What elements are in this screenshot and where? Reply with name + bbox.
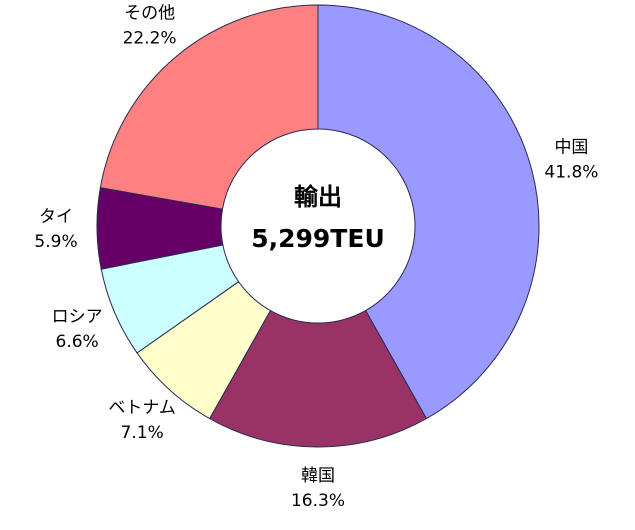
slice-name: 中国 — [554, 138, 588, 158]
center-label: 輸出 — [294, 183, 342, 211]
slice-value-label: 41.8% — [544, 163, 598, 183]
slice-name: その他 — [124, 3, 175, 23]
slice-value-label: 5.9% — [34, 232, 77, 252]
slice-value-label: 7.1% — [121, 423, 164, 443]
slice-value-label: 22.2% — [123, 28, 177, 48]
slice — [208, 309, 428, 448]
slice — [317, 4, 540, 420]
slice-name: タイ — [39, 207, 73, 227]
slice — [99, 4, 319, 210]
slice-name: 韓国 — [301, 466, 335, 486]
center-total: 5,299TEU — [251, 224, 385, 253]
slice-name: ロシア — [52, 307, 103, 327]
slice-value-label: 6.6% — [56, 332, 99, 352]
slice-name: ベトナム — [108, 398, 176, 418]
slice-value-label: 16.3% — [291, 491, 345, 511]
